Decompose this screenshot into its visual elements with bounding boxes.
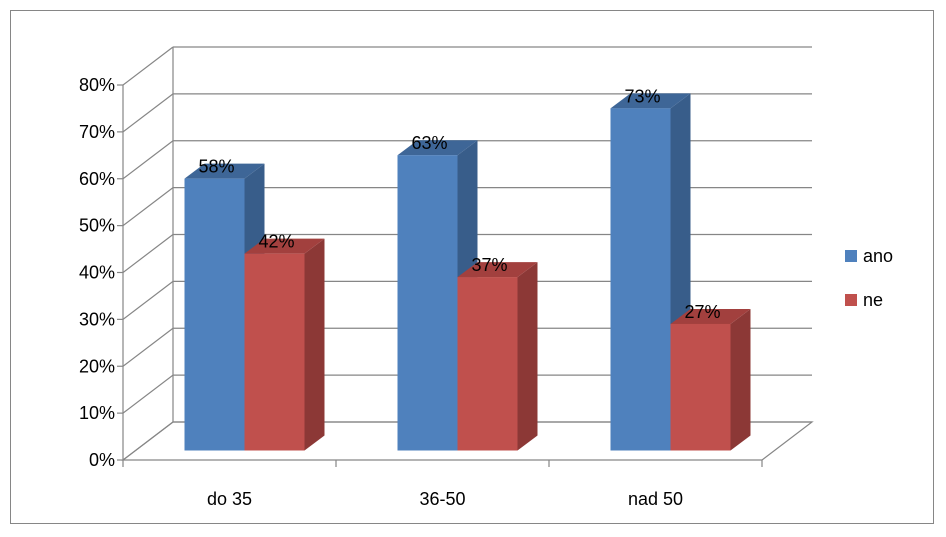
data-label: 27% — [684, 302, 720, 322]
data-label: 63% — [411, 133, 447, 153]
legend-swatch-ano — [845, 250, 857, 262]
y-tick-label: 30% — [79, 309, 115, 329]
bar-side — [730, 308, 751, 451]
y-tick-label: 40% — [79, 263, 115, 283]
bar-top — [184, 163, 265, 179]
gridline-diagonal — [122, 280, 174, 320]
data-label: 37% — [471, 255, 507, 275]
legend-label: ne — [863, 290, 883, 310]
bar-ano-1 — [397, 155, 458, 451]
bar-ne-1 — [457, 277, 518, 451]
bar-side — [304, 238, 325, 451]
y-tick-label: 20% — [79, 356, 115, 376]
legend-label: ano — [863, 246, 893, 266]
data-label: 42% — [258, 232, 294, 252]
y-tick-label: 10% — [79, 403, 115, 423]
gridline-diagonal — [122, 374, 174, 414]
bar-top — [457, 262, 538, 278]
y-tick-label: 70% — [79, 122, 115, 142]
x-tick-label: 36-50 — [419, 489, 465, 509]
bar-top — [670, 308, 751, 324]
bar-ne-0 — [244, 253, 305, 451]
bar-ano-0 — [184, 178, 245, 451]
bar-top — [244, 238, 325, 254]
x-tick-label: do 35 — [207, 489, 252, 509]
legend-swatch-ne — [845, 294, 857, 306]
y-tick-label: 50% — [79, 216, 115, 236]
bar-ne-2 — [670, 323, 731, 451]
y-tick-label: 80% — [79, 75, 115, 95]
gridline-diagonal — [122, 140, 174, 180]
gridline-diagonal — [122, 46, 174, 86]
gridline-diagonal — [122, 187, 174, 227]
bar-top — [610, 93, 691, 109]
y-tick-label: 0% — [89, 450, 115, 470]
bar-top — [397, 140, 478, 156]
y-tick-label: 60% — [79, 169, 115, 189]
bar-ano-2 — [610, 108, 671, 451]
gridline-diagonal — [122, 327, 174, 367]
data-label: 73% — [624, 86, 660, 106]
data-label: 58% — [198, 157, 234, 177]
gridline-diagonal — [122, 93, 174, 133]
gridline-diagonal — [122, 234, 174, 273]
bar-side — [517, 262, 538, 451]
x-tick-label: nad 50 — [628, 489, 683, 509]
